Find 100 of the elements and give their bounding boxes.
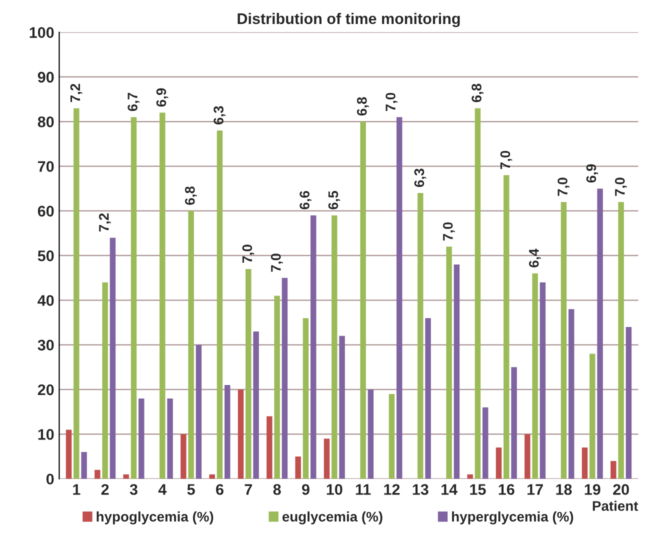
bar — [180, 434, 186, 479]
bar — [253, 331, 259, 479]
annotation: 7,0 — [500, 150, 512, 170]
y-tick-label: 30 — [38, 340, 54, 351]
bar — [266, 416, 272, 479]
x-tick-label: 15 — [470, 484, 486, 495]
bar — [324, 438, 330, 479]
bar — [130, 117, 137, 479]
annotation: 6,9 — [586, 164, 598, 183]
y-tick-label: 90 — [38, 72, 54, 83]
annotation: 6,4 — [528, 248, 541, 268]
x-axis-title: Patient — [592, 500, 638, 511]
x-tick-label: 14 — [442, 484, 458, 495]
chart-title: Distribution of time monitoring — [238, 12, 460, 28]
bar — [238, 390, 244, 479]
bar — [626, 326, 632, 479]
annotation: 6,3 — [214, 106, 226, 124]
legend-label: euglycemia (%) — [282, 511, 382, 524]
bar — [167, 398, 173, 479]
legend-label: hypoglycemia (%) — [96, 511, 214, 524]
bar — [524, 434, 530, 479]
bar — [446, 246, 452, 479]
x-tick-label: 1 — [73, 484, 80, 495]
bar — [454, 264, 460, 479]
bar — [418, 193, 424, 479]
annotation: 7,0 — [614, 178, 627, 196]
bar — [102, 282, 108, 479]
annotation: 6,9 — [156, 88, 168, 107]
bar — [511, 367, 517, 479]
bar — [597, 188, 603, 479]
y-tick-label: 50 — [38, 250, 54, 262]
bar — [188, 210, 194, 479]
bar — [425, 318, 431, 479]
x-tick-label: 6 — [216, 484, 224, 495]
bar — [568, 309, 574, 479]
bar — [504, 175, 510, 479]
y-tick-label: 70 — [38, 161, 54, 172]
x-tick-label: 9 — [302, 484, 310, 495]
bar — [216, 130, 223, 479]
x-tick-label: 2 — [101, 484, 109, 495]
bar — [196, 344, 202, 479]
x-tick-label: 13 — [412, 484, 428, 495]
y-tick-label: 10 — [38, 429, 54, 440]
x-tick-label: 20 — [613, 484, 629, 495]
y-tick-label: 20 — [38, 384, 54, 396]
bar — [590, 354, 596, 479]
bar — [482, 407, 488, 479]
bar — [295, 456, 301, 479]
x-tick-label: 7 — [244, 484, 252, 495]
x-tick-label: 16 — [498, 484, 514, 495]
annotation: 6,8 — [472, 84, 484, 102]
bar — [310, 215, 316, 479]
x-tick-label: 8 — [273, 484, 281, 495]
bar — [74, 108, 80, 479]
annotation: 7,0 — [270, 254, 283, 272]
annotation: 7,2 — [98, 213, 111, 232]
bar — [209, 474, 215, 479]
bar — [274, 296, 280, 479]
bar — [582, 448, 588, 479]
annotation: 6,7 — [128, 92, 140, 112]
bar — [540, 282, 546, 479]
x-tick-label: 5 — [187, 484, 195, 495]
x-tick-label: 17 — [528, 484, 543, 495]
x-tick-label: 4 — [158, 484, 167, 495]
y-tick-label: 80 — [38, 116, 54, 128]
bar — [618, 202, 624, 479]
bar — [339, 336, 345, 479]
y-tick-label: 60 — [38, 206, 54, 217]
bar — [560, 202, 567, 479]
annotation: 6,5 — [328, 190, 340, 210]
bar — [332, 215, 338, 479]
x-tick-label: 18 — [556, 484, 572, 495]
bar — [396, 117, 402, 479]
y-tick-label: 0 — [46, 474, 54, 485]
annotation: 7,0 — [242, 244, 254, 263]
annotation: 6,6 — [300, 191, 312, 210]
bar — [467, 474, 473, 479]
y-tick-label: 100 — [30, 27, 54, 38]
annotation: 7,2 — [70, 84, 82, 102]
x-tick-label: 3 — [130, 484, 138, 495]
bar — [360, 122, 366, 479]
annotation: 7,0 — [442, 222, 455, 240]
annotation: 6,8 — [184, 186, 197, 205]
bar — [474, 108, 481, 479]
annotation: 6,8 — [356, 97, 369, 116]
bar — [302, 318, 309, 479]
bar — [282, 278, 288, 479]
legend-label: hyperglycemia (%) — [452, 511, 574, 524]
bar — [368, 390, 374, 479]
annotation: 7,0 — [558, 178, 570, 196]
bar — [160, 112, 166, 479]
bar — [94, 470, 100, 479]
bar — [81, 452, 87, 479]
bar — [66, 430, 72, 479]
x-tick-label: 11 — [356, 484, 371, 495]
bar — [224, 385, 230, 479]
bar — [610, 460, 616, 479]
bar — [532, 273, 538, 479]
bar — [138, 398, 144, 479]
x-tick-label: 12 — [384, 484, 400, 495]
